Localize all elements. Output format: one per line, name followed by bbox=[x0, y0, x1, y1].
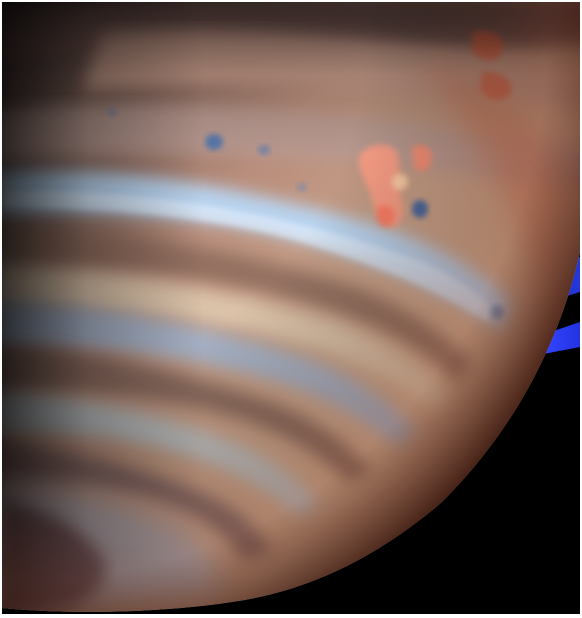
planet-photo bbox=[2, 2, 580, 614]
photo-frame bbox=[2, 2, 580, 614]
